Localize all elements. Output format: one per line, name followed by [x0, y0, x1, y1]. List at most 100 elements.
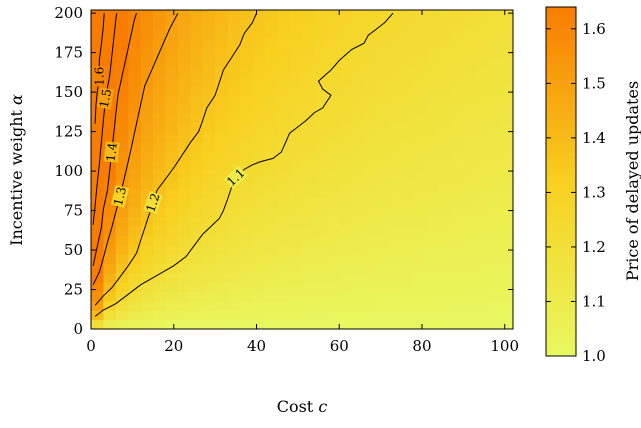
heatmap-cell	[426, 225, 440, 236]
heatmap-cell	[103, 272, 117, 283]
heatmap-cell	[202, 150, 216, 161]
heatmap-cell	[202, 300, 216, 311]
heatmap-cell	[388, 94, 402, 105]
heatmap-cell	[177, 150, 191, 161]
heatmap-cell	[326, 244, 340, 255]
heatmap-cell	[190, 207, 204, 218]
heatmap-cell	[215, 319, 229, 329]
heatmap-cell	[438, 19, 452, 30]
heatmap-cell	[475, 197, 489, 208]
heatmap-cell	[177, 319, 191, 329]
heatmap-cell	[500, 94, 513, 105]
heatmap-cell	[239, 141, 253, 152]
heatmap-cell	[475, 263, 489, 274]
heatmap-cell	[215, 56, 229, 67]
heatmap-cell	[450, 253, 464, 264]
heatmap-cell	[302, 178, 316, 189]
heatmap-cell	[190, 282, 204, 293]
heatmap-cell	[115, 10, 129, 20]
heatmap-cell	[314, 66, 328, 77]
heatmap-cell	[264, 244, 278, 255]
heatmap-cell	[277, 263, 291, 274]
heatmap-cell	[202, 310, 216, 321]
heatmap-cell	[103, 122, 117, 133]
colorbar-ticks: 1.0 1.1 1.2 1.3 1.4 1.5 1.6	[546, 20, 606, 365]
heatmap-cell	[339, 122, 353, 133]
heatmap-cell	[401, 216, 415, 227]
heatmap-cell	[364, 122, 378, 133]
heatmap-cell	[277, 47, 291, 58]
heatmap-cell	[302, 188, 316, 199]
heatmap-cell	[277, 160, 291, 171]
heatmap-cell	[277, 188, 291, 199]
heatmap-cell	[463, 310, 477, 321]
heatmap-cell	[239, 263, 253, 274]
heatmap-cell	[376, 113, 390, 124]
heatmap-cell	[376, 197, 390, 208]
heatmap-cell	[475, 188, 489, 199]
heatmap-cell	[326, 75, 340, 86]
heatmap-cell	[302, 47, 316, 58]
heatmap-cell	[339, 66, 353, 77]
heatmap-cell	[401, 197, 415, 208]
heatmap-cell	[339, 150, 353, 161]
heatmap-cell	[115, 253, 129, 264]
heatmap-cell	[314, 216, 328, 227]
heatmap-cell	[227, 113, 241, 124]
heatmap-cell	[289, 207, 303, 218]
heatmap-cell	[500, 263, 513, 274]
heatmap-cell	[215, 10, 229, 20]
heatmap-cell	[488, 207, 502, 218]
heatmap-cell	[277, 94, 291, 105]
heatmap-cell	[413, 122, 427, 133]
heatmap-cell	[177, 188, 191, 199]
heatmap-cell	[153, 66, 167, 77]
heatmap-cell	[426, 28, 440, 39]
heatmap-cell	[202, 131, 216, 142]
heatmap-cell	[153, 253, 167, 264]
heatmap-cell	[450, 178, 464, 189]
colorbar-title: Price of delayed updates	[623, 81, 641, 281]
heatmap-cell	[388, 10, 402, 20]
heatmap-cell	[128, 263, 142, 274]
heatmap-cell	[202, 235, 216, 246]
heatmap-cell	[264, 197, 278, 208]
heatmap-cell	[314, 244, 328, 255]
heatmap-cell	[302, 282, 316, 293]
heatmap-cell	[475, 310, 489, 321]
heatmap-cell	[351, 28, 365, 39]
heatmap-cell	[165, 150, 179, 161]
heatmap-cell	[239, 19, 253, 30]
heatmap-cell	[401, 253, 415, 264]
heatmap-cell	[450, 235, 464, 246]
heatmap-cell	[438, 272, 452, 283]
heatmap-cell	[103, 291, 117, 302]
heatmap-cell	[128, 28, 142, 39]
heatmap-cell	[115, 85, 129, 96]
heatmap-cell	[388, 310, 402, 321]
heatmap-cell	[339, 253, 353, 264]
heatmap-cell	[103, 253, 117, 264]
heatmap-cell	[500, 56, 513, 67]
heatmap-cell	[103, 225, 117, 236]
heatmap-cell	[326, 282, 340, 293]
heatmap-cell	[277, 291, 291, 302]
heatmap-cell	[326, 141, 340, 152]
heatmap-cell	[165, 263, 179, 274]
heatmap-cell	[153, 28, 167, 39]
heatmap-cell	[227, 291, 241, 302]
heatmap-cell	[364, 19, 378, 30]
heatmap-cell	[115, 122, 129, 133]
heatmap-cell	[450, 169, 464, 180]
heatmap-cell	[326, 216, 340, 227]
heatmap-cell	[190, 113, 204, 124]
heatmap-cell	[351, 282, 365, 293]
heatmap-cell	[488, 47, 502, 58]
heatmap-cell	[500, 10, 513, 20]
heatmap-cell	[227, 216, 241, 227]
heatmap-cell	[364, 75, 378, 86]
heatmap-cell	[128, 47, 142, 58]
heatmap-cell	[351, 150, 365, 161]
heatmap-cell	[289, 216, 303, 227]
heatmap-cell	[388, 56, 402, 67]
